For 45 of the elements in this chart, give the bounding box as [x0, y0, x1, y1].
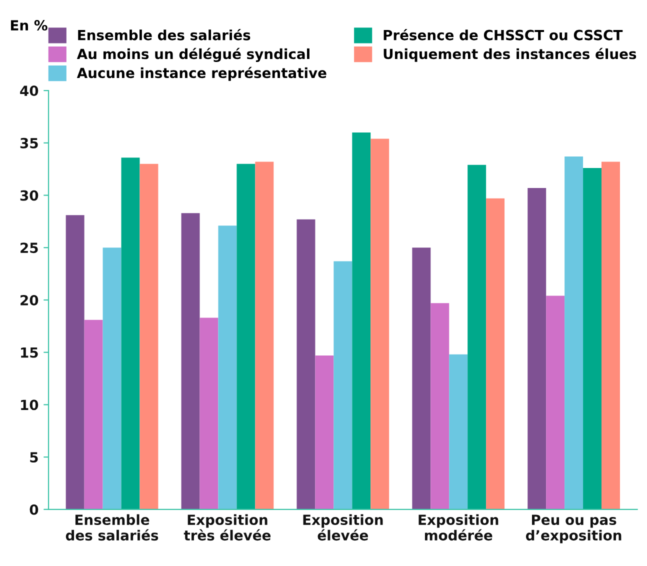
bar	[334, 261, 352, 510]
bar	[200, 318, 218, 510]
y-tick-label: 5	[30, 452, 38, 463]
bar	[218, 226, 237, 510]
bar	[468, 164, 486, 510]
legend-label: Présence de CHSSCT ou CSSCT	[384, 29, 623, 40]
x-tick-label: Exposition élevée	[303, 514, 383, 541]
bar	[546, 296, 565, 510]
x-tick-label: Ensemble des salariés	[66, 514, 158, 541]
bar	[564, 156, 584, 510]
bar	[84, 320, 103, 510]
legend-label: Ensemble des salariés	[78, 29, 250, 40]
bar	[181, 213, 200, 510]
bar	[102, 248, 122, 510]
y-tick-label: 40	[20, 86, 38, 96]
bar	[315, 355, 334, 510]
bar	[486, 198, 505, 510]
bar	[449, 354, 468, 510]
legend-label: Aucune instance représentative	[76, 66, 326, 81]
bar	[370, 138, 390, 510]
bar	[352, 132, 371, 510]
legend-label: Au moins un délégué syndical	[76, 48, 310, 62]
x-tick-label: Exposition modérée	[418, 514, 498, 541]
y-tick-label: 30	[20, 190, 38, 201]
x-tick-label: Exposition très élevée	[184, 514, 271, 541]
bar	[121, 158, 140, 510]
bar	[528, 188, 546, 510]
bar	[430, 303, 450, 510]
bar	[583, 168, 602, 510]
y-axis-title: En %	[10, 20, 48, 31]
y-tick-label: 15	[21, 347, 38, 358]
y-tick-label: 35	[20, 138, 38, 148]
bar	[602, 162, 620, 510]
y-tick-label: 25	[20, 242, 38, 254]
bar	[140, 164, 158, 510]
bar	[236, 164, 256, 510]
bar	[255, 162, 274, 510]
x-tick-label: Peu ou pas d’exposition	[526, 514, 622, 544]
y-tick-label: 20	[20, 294, 38, 306]
bar	[66, 215, 84, 510]
bar	[412, 248, 431, 510]
y-tick-label: 10	[21, 400, 38, 410]
legend-label: Uniquement des instances élues	[384, 48, 636, 62]
bar	[296, 219, 316, 510]
y-tick-label: 0	[30, 504, 38, 515]
